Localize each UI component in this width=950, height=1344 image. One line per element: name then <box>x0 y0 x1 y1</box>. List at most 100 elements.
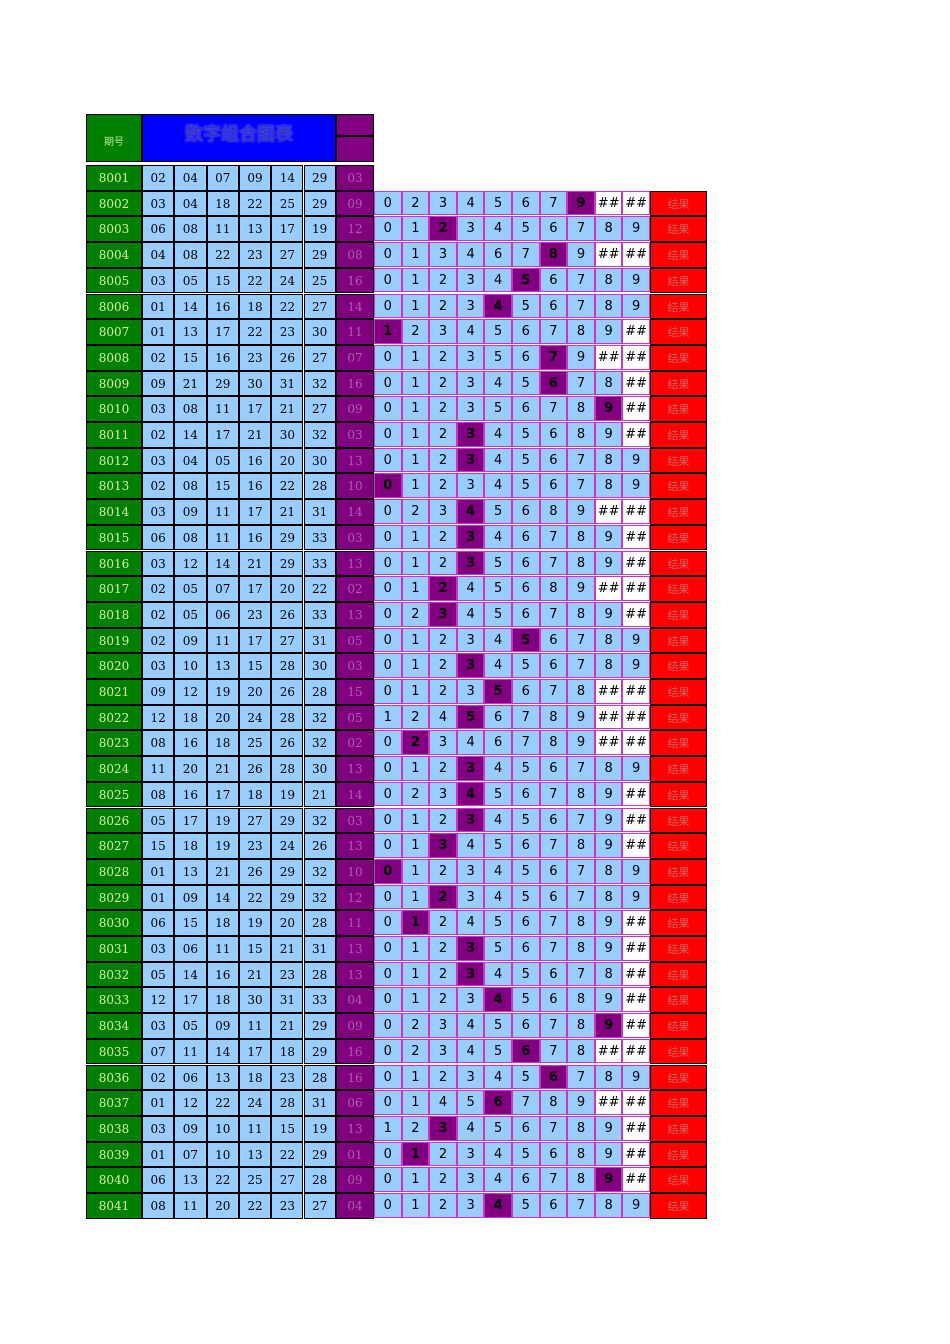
digit-cell: 1 <box>401 473 430 499</box>
row-result: 结果 <box>650 1013 707 1039</box>
digit-cell: 4 <box>456 319 485 344</box>
row-number: 28 <box>271 1090 304 1116</box>
row-number: 20 <box>271 576 304 602</box>
row-number: 16 <box>206 961 239 988</box>
digit-cell: 1 <box>401 807 430 833</box>
digit-cell: ## <box>594 1038 623 1064</box>
digit-cell: 2 <box>429 961 457 987</box>
digit-cell: 5 <box>512 858 540 884</box>
row-number: 21 <box>206 756 239 782</box>
digit-cell: 6 <box>512 319 540 344</box>
digit-cell: 1 <box>401 987 430 1013</box>
row-number: 33 <box>303 987 336 1014</box>
row-number: 01 <box>142 1090 175 1116</box>
row-number: 06 <box>142 216 175 243</box>
digit-cell: 6 <box>484 1090 512 1115</box>
digit-cell: 3 <box>429 601 457 627</box>
row-number: 03 <box>142 1013 175 1039</box>
digit-cell: 6 <box>512 1013 540 1038</box>
row-number: 08 <box>142 1193 175 1219</box>
digit-cell: 0 <box>374 447 402 473</box>
row-number: 29 <box>303 1038 336 1065</box>
row-id: 8033 <box>86 987 142 1014</box>
row-result: 结果 <box>650 499 707 525</box>
digit-cell: 9 <box>594 936 623 961</box>
digit-cell: 2 <box>429 576 457 601</box>
digit-cell: 6 <box>539 1141 568 1167</box>
row-number: 26 <box>271 679 304 705</box>
digit-cell: 4 <box>484 987 512 1013</box>
digit-cell: 6 <box>512 524 540 550</box>
digit-cell: 7 <box>539 781 568 807</box>
row-number: 25 <box>238 1167 272 1193</box>
row-number: 28 <box>303 1064 336 1091</box>
row-number: 27 <box>238 807 272 834</box>
digit-cell: 3 <box>456 422 485 447</box>
row-number: 03 <box>142 550 175 577</box>
row-number: 08 <box>174 524 207 551</box>
digit-cell: 7 <box>539 601 568 627</box>
row-result: 结果 <box>650 473 707 500</box>
row-number: 03 <box>142 267 175 294</box>
row-number: 16 <box>206 293 239 320</box>
digit-cell: 6 <box>539 627 568 653</box>
digit-cell: 4 <box>429 1090 457 1115</box>
digit-cell: 3 <box>456 756 485 781</box>
row-number: 21 <box>271 1013 304 1039</box>
row-id: 8002 <box>86 190 142 217</box>
row-number: 17 <box>238 576 272 602</box>
row-result: 结果 <box>650 730 707 757</box>
digit-cell: 0 <box>374 1167 402 1192</box>
digit-cell: 1 <box>401 679 430 704</box>
row-number: 13 <box>238 216 272 243</box>
digit-cell: 7 <box>567 756 595 781</box>
row-sum: 03 <box>336 653 374 679</box>
row-number: 21 <box>271 936 304 962</box>
row-id: 8037 <box>86 1090 142 1116</box>
digit-cell: 7 <box>512 242 540 267</box>
row-id: 8019 <box>86 627 142 654</box>
digit-cell: 5 <box>484 781 512 807</box>
digit-cell: ## <box>622 1013 650 1038</box>
digit-cell: 4 <box>484 1141 512 1167</box>
digit-cell: 6 <box>512 833 540 858</box>
digit-cell: 6 <box>512 1167 540 1192</box>
row-id: 8031 <box>86 936 142 962</box>
row-result: 结果 <box>650 884 707 911</box>
digit-cell: 8 <box>567 987 595 1013</box>
digit-cell: 1 <box>401 293 430 319</box>
digit-cell: 0 <box>374 781 402 807</box>
digit-cell: 2 <box>429 422 457 447</box>
row-number: 12 <box>142 704 175 731</box>
digit-cell: 0 <box>374 756 402 781</box>
row-number: 09 <box>174 1115 207 1142</box>
row-id: 8014 <box>86 499 142 525</box>
row-number: 15 <box>238 936 272 962</box>
digit-cell: 4 <box>484 627 512 653</box>
sheet-title: 数字组合图表 <box>142 114 336 162</box>
row-number: 13 <box>238 1141 272 1168</box>
digit-cell: 0 <box>374 267 402 293</box>
digit-cell: 2 <box>429 807 457 833</box>
digit-cell: 1 <box>401 653 430 678</box>
digit-cell: 7 <box>567 370 595 396</box>
row-number: 32 <box>303 884 336 911</box>
digit-cell: ## <box>622 807 650 833</box>
digit-cell: 7 <box>539 1038 568 1064</box>
digit-cell: 1 <box>401 884 430 910</box>
digit-cell: 3 <box>456 1167 485 1192</box>
row-number: 18 <box>271 1038 304 1065</box>
row-number: 23 <box>238 601 272 628</box>
row-number: 23 <box>271 319 304 345</box>
digit-cell: 9 <box>567 704 595 730</box>
row-number: 03 <box>142 1115 175 1142</box>
row-number: 29 <box>271 884 304 911</box>
row-number: 22 <box>238 884 272 911</box>
row-sum: 05 <box>336 627 374 654</box>
row-sum: 14 <box>336 781 374 808</box>
digit-cell: 0 <box>374 730 402 756</box>
row-id: 8036 <box>86 1064 142 1091</box>
digit-cell: 2 <box>429 550 457 576</box>
sum-header-top <box>336 114 374 136</box>
digit-cell: 8 <box>567 1141 595 1167</box>
